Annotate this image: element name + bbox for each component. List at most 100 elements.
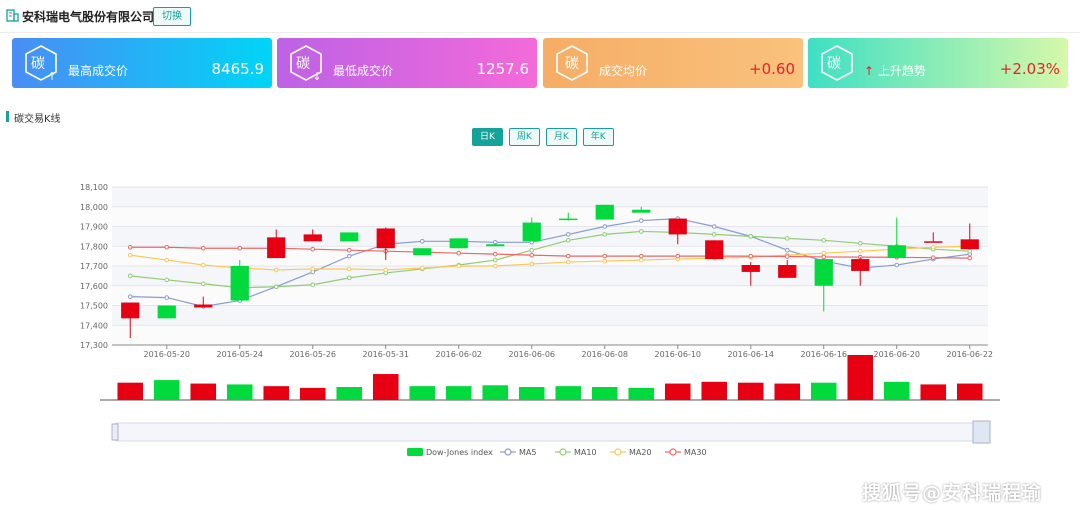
point-ma10 — [711, 232, 717, 237]
point-ma10 — [200, 281, 206, 287]
switch-button[interactable]: 切换 — [153, 7, 191, 26]
point-ma20 — [565, 259, 571, 265]
point-ma10 — [821, 238, 827, 243]
candle-body — [449, 238, 468, 249]
svg-text:碳: 碳 — [31, 56, 45, 72]
point-ma20 — [383, 267, 389, 273]
point-ma20 — [930, 244, 936, 250]
candle-body — [376, 228, 395, 249]
volume-bar — [920, 384, 947, 400]
tab-year-k[interactable]: 年K — [582, 128, 614, 146]
card-value: +0.60 — [749, 60, 795, 78]
x-tick-label: 2016-06-20 — [874, 350, 921, 359]
point-ma10 — [784, 236, 790, 241]
carbon-hex-icon: 碳 ↑ — [25, 45, 57, 82]
point-ma10 — [967, 248, 973, 254]
point-ma5 — [638, 218, 644, 223]
svg-text:↑: ↑ — [47, 70, 56, 82]
section-title: 碳交易K线 — [14, 114, 61, 125]
x-tick-label: 2016-06-22 — [947, 350, 994, 359]
candle-body — [814, 259, 833, 286]
zoom-slider-track — [114, 422, 991, 442]
watermark: 搜狐号@安科瑞程瑜 — [862, 482, 1043, 504]
legend-label[interactable]: MA10 — [574, 448, 597, 457]
volume-bar — [591, 387, 618, 400]
point-ma30 — [237, 245, 243, 251]
line-ma10 — [130, 230, 970, 289]
volume-bar — [445, 386, 472, 400]
point-ma10 — [529, 247, 535, 253]
candle-body — [887, 245, 906, 259]
legend-label[interactable]: MA20 — [629, 448, 652, 457]
card-lowest-price: 碳 ↓ 最低成交价 1257.6 — [277, 38, 537, 88]
zoom-handle-right[interactable] — [972, 420, 991, 444]
grid-band — [112, 187, 988, 207]
tab-week-k[interactable]: 周K — [508, 128, 540, 146]
point-ma20 — [346, 266, 352, 272]
point-ma10 — [638, 229, 644, 234]
line-ma20 — [130, 245, 970, 271]
zoom-handle-left[interactable] — [111, 423, 119, 441]
y-tick-label: 17,600 — [80, 282, 108, 291]
card-label: ↑ 上升趋势 — [864, 64, 926, 78]
point-ma10 — [492, 257, 498, 263]
point-ma30 — [930, 255, 936, 261]
volume-bar — [883, 381, 910, 400]
point-ma20 — [200, 262, 206, 268]
legend-icon-point — [504, 448, 512, 456]
point-ma10 — [346, 275, 352, 281]
candle-body — [632, 209, 651, 213]
section-marker — [6, 111, 9, 122]
candle-body — [960, 239, 979, 250]
x-tick-label: 2016-05-24 — [217, 350, 264, 359]
candle-body — [267, 237, 286, 259]
point-ma10 — [164, 277, 170, 283]
legend-label[interactable]: Dow-Jones index — [426, 448, 493, 457]
legend-icon-candle — [407, 448, 423, 456]
point-ma20 — [127, 252, 133, 258]
legend-label[interactable]: MA5 — [519, 448, 536, 457]
grid-band — [112, 325, 988, 345]
point-ma20 — [857, 248, 863, 254]
volume-bar — [409, 386, 436, 400]
point-ma30 — [821, 254, 827, 260]
volume-bar — [226, 384, 253, 400]
x-tick-label: 2016-05-31 — [363, 350, 410, 359]
point-ma5 — [419, 239, 425, 244]
x-tick-label: 2016-05-26 — [290, 350, 337, 359]
candle-body — [559, 218, 578, 221]
candle-body — [595, 204, 614, 220]
x-tick-label: 2016-06-14 — [728, 350, 775, 359]
point-ma10 — [602, 232, 608, 237]
y-tick-label: 18,000 — [80, 203, 108, 212]
legend-icon-point — [559, 448, 567, 456]
volume-bar — [518, 387, 545, 400]
point-ma10 — [748, 234, 754, 239]
point-ma10 — [857, 240, 863, 246]
tab-day-k[interactable]: 日K — [472, 128, 503, 146]
point-ma30 — [638, 253, 644, 259]
card-highest-price: 碳 ↑ 最高成交价 8465.9 — [12, 38, 272, 88]
tab-month-k[interactable]: 月K — [545, 128, 577, 146]
kline-chart: 17,300 17,400 17,500 17,600 17,700 17,800 17,9… — [80, 183, 1000, 457]
point-ma10 — [127, 273, 133, 279]
volume-bar — [628, 387, 655, 400]
point-ma30 — [675, 253, 681, 259]
point-ma5 — [602, 224, 608, 229]
legend-label[interactable]: MA30 — [684, 448, 707, 457]
volume-bar — [482, 385, 509, 400]
x-tick-label: 2016-05-20 — [144, 350, 191, 359]
point-ma30 — [346, 247, 352, 253]
candle-body — [194, 304, 213, 308]
building-icon — [6, 9, 19, 22]
candle-body — [486, 244, 505, 247]
up-arrow-icon: ↑ — [864, 64, 875, 78]
candle-body — [668, 218, 687, 235]
candle-body — [413, 248, 432, 256]
point-ma30 — [602, 253, 608, 259]
point-ma20 — [273, 267, 279, 273]
legend-icon-point — [614, 448, 622, 456]
card-value: 1257.6 — [476, 60, 530, 78]
candle-body — [778, 265, 797, 278]
candle-body — [705, 240, 724, 260]
